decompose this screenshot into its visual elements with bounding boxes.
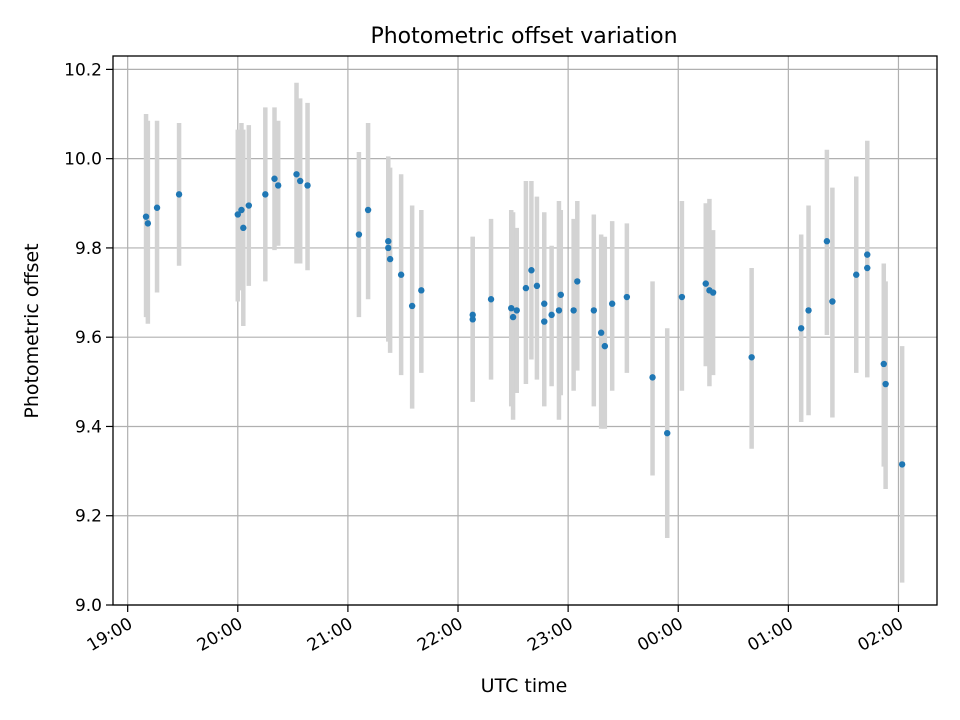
data-point	[175, 191, 183, 198]
data-point	[509, 313, 517, 321]
data-point	[541, 318, 548, 325]
data-point	[797, 325, 805, 332]
data-point	[597, 329, 605, 336]
chart-title: Photometric offset variation	[370, 24, 677, 49]
data-point	[234, 211, 241, 218]
y-tick-label: 9.2	[75, 507, 102, 527]
data-point	[397, 271, 405, 278]
data-point	[513, 307, 520, 314]
data-points	[142, 171, 906, 468]
data-point	[601, 342, 609, 350]
data-point	[296, 177, 304, 185]
data-point	[590, 307, 598, 314]
data-point	[355, 231, 363, 238]
data-point	[880, 360, 887, 368]
data-point	[623, 293, 631, 301]
data-point	[469, 311, 476, 319]
data-point	[293, 171, 300, 178]
data-point	[408, 302, 416, 310]
data-point	[557, 291, 564, 298]
data-point	[548, 311, 555, 319]
data-point	[245, 202, 253, 209]
data-point	[528, 267, 535, 274]
data-point	[238, 206, 245, 214]
data-point	[882, 380, 889, 388]
data-point	[574, 278, 581, 285]
data-point	[508, 304, 515, 312]
data-point	[386, 255, 394, 263]
data-point	[144, 220, 152, 227]
data-point	[469, 316, 476, 323]
data-point	[142, 213, 150, 220]
data-point	[709, 289, 717, 296]
data-point	[898, 461, 906, 468]
y-tick-label: 9.4	[75, 417, 102, 437]
data-point	[702, 280, 709, 287]
data-point	[864, 251, 871, 258]
data-point	[487, 296, 495, 303]
data-point	[304, 182, 311, 189]
data-point	[522, 284, 530, 292]
data-point	[274, 182, 282, 189]
data-point	[541, 300, 548, 307]
y-tick-label: 10.0	[64, 150, 102, 170]
y-axis-ticks: 9.0 9.2 9.4 9.6 9.8 10.0 10.2	[64, 60, 113, 616]
data-point	[364, 206, 372, 214]
plot-frame	[112, 55, 938, 606]
data-point	[678, 293, 686, 301]
data-point	[805, 307, 812, 314]
data-point	[853, 271, 860, 278]
data-point	[262, 191, 269, 198]
data-point	[240, 224, 247, 232]
y-tick-label: 9.6	[75, 328, 102, 348]
data-point	[748, 354, 755, 361]
data-point	[555, 307, 563, 314]
data-point	[385, 238, 392, 245]
data-point	[823, 238, 831, 245]
data-point	[864, 264, 871, 272]
y-tick-label: 9.8	[75, 239, 102, 259]
data-point	[418, 287, 425, 294]
data-point	[664, 429, 671, 437]
data-point	[271, 175, 278, 182]
y-tick-label: 10.2	[64, 60, 102, 80]
x-axis-label: UTC time	[481, 675, 568, 697]
data-point	[570, 307, 577, 314]
data-point	[829, 298, 836, 305]
data-point	[649, 374, 656, 381]
y-axis-label: Photometric offset	[21, 243, 43, 418]
data-point	[153, 204, 161, 211]
data-point	[608, 300, 616, 307]
data-point	[385, 244, 392, 252]
y-tick-label: 9.0	[75, 596, 102, 616]
data-point	[533, 282, 541, 290]
